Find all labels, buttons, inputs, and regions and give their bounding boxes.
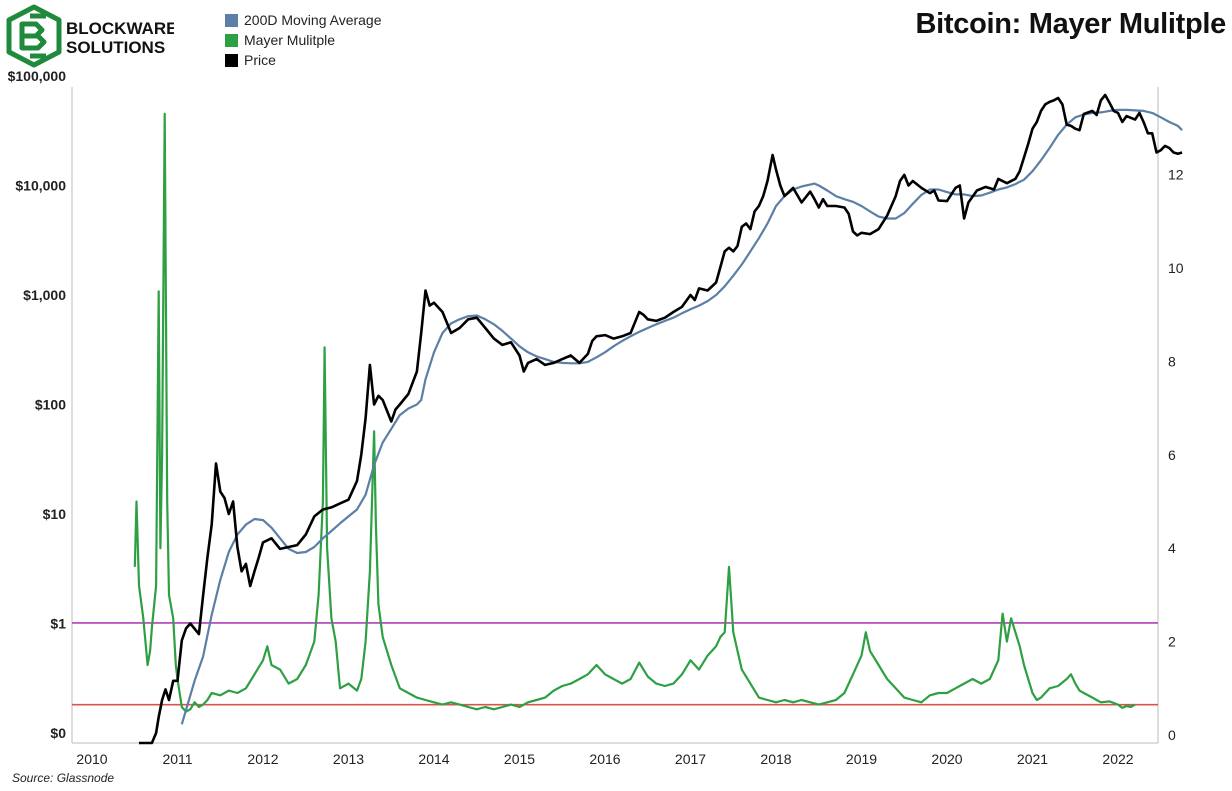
chart-legend: 200D Moving Average Mayer Mulitple Price	[225, 10, 382, 70]
x-tick-label-2020: 2020	[931, 751, 962, 767]
legend-item-mayer: Mayer Mulitple	[225, 30, 382, 50]
logo-text-line2: SOLUTIONS	[66, 38, 165, 57]
y-right-tick-label-2: 2	[1168, 634, 1176, 650]
source-note: Source: Glassnode	[12, 771, 115, 785]
series-line-200d-moving-average	[180, 108, 1183, 725]
reference-lines	[72, 622, 1158, 706]
y-left-tick-label-1: $1	[50, 616, 66, 632]
y-left-tick-label-4: $1,000	[23, 287, 66, 303]
x-tick-label-2016: 2016	[589, 751, 620, 767]
series-line-mayer-mulitple	[133, 112, 1136, 713]
blockware-logo: BLOCKWARE SOLUTIONS	[4, 4, 177, 72]
y-left-tick-label-3: $100	[35, 397, 66, 413]
y-left-tick-label-6: $100,000	[8, 68, 67, 84]
legend-label-mayer: Mayer Mulitple	[244, 32, 336, 48]
logo-text-line1: BLOCKWARE	[66, 19, 174, 38]
logo-mark-icon: BLOCKWARE SOLUTIONS	[6, 4, 177, 68]
x-tick-label-2012: 2012	[247, 751, 278, 767]
y-right-tick-label-4: 4	[1168, 540, 1176, 556]
legend-label-ma200: 200D Moving Average	[244, 12, 382, 28]
chart-ticks: 2010 2011 2012 2013 2014 2015 2016 2017 2018 2019…	[8, 68, 1184, 767]
x-tick-label-2013: 2013	[333, 751, 364, 767]
legend-swatch-mayer	[225, 33, 238, 47]
legend-swatch-price	[225, 53, 238, 67]
y-right-tick-label-6: 6	[1168, 447, 1176, 463]
x-tick-label-2011: 2011	[162, 751, 192, 767]
x-tick-label-2015: 2015	[504, 751, 535, 767]
y-left-tick-label-0: $0	[50, 725, 66, 741]
y-left-tick-label-2: $10	[43, 506, 67, 522]
chart-title: Bitcoin: Mayer Mulitple	[915, 8, 1226, 40]
x-tick-label-2019: 2019	[846, 751, 877, 767]
x-tick-label-2022: 2022	[1102, 751, 1133, 767]
chart-series	[133, 93, 1183, 745]
series-line-price	[139, 93, 1183, 745]
y-right-tick-label-8: 8	[1168, 353, 1176, 369]
legend-item-price: Price	[225, 50, 382, 70]
legend-swatch-ma200	[225, 13, 238, 27]
x-tick-label-2018: 2018	[760, 751, 791, 767]
x-tick-label-2021: 2021	[1017, 751, 1048, 767]
chart-axes	[71, 87, 1159, 744]
x-tick-label-2010: 2010	[76, 751, 107, 767]
y-right-tick-label-10: 10	[1168, 260, 1184, 276]
y-left-tick-label-5: $10,000	[15, 178, 66, 194]
legend-item-ma200: 200D Moving Average	[225, 10, 382, 30]
legend-label-price: Price	[244, 52, 276, 68]
y-right-tick-label-0: 0	[1168, 727, 1176, 743]
x-tick-label-2017: 2017	[675, 751, 706, 767]
y-right-tick-label-12: 12	[1168, 167, 1184, 183]
x-tick-label-2014: 2014	[418, 751, 449, 767]
